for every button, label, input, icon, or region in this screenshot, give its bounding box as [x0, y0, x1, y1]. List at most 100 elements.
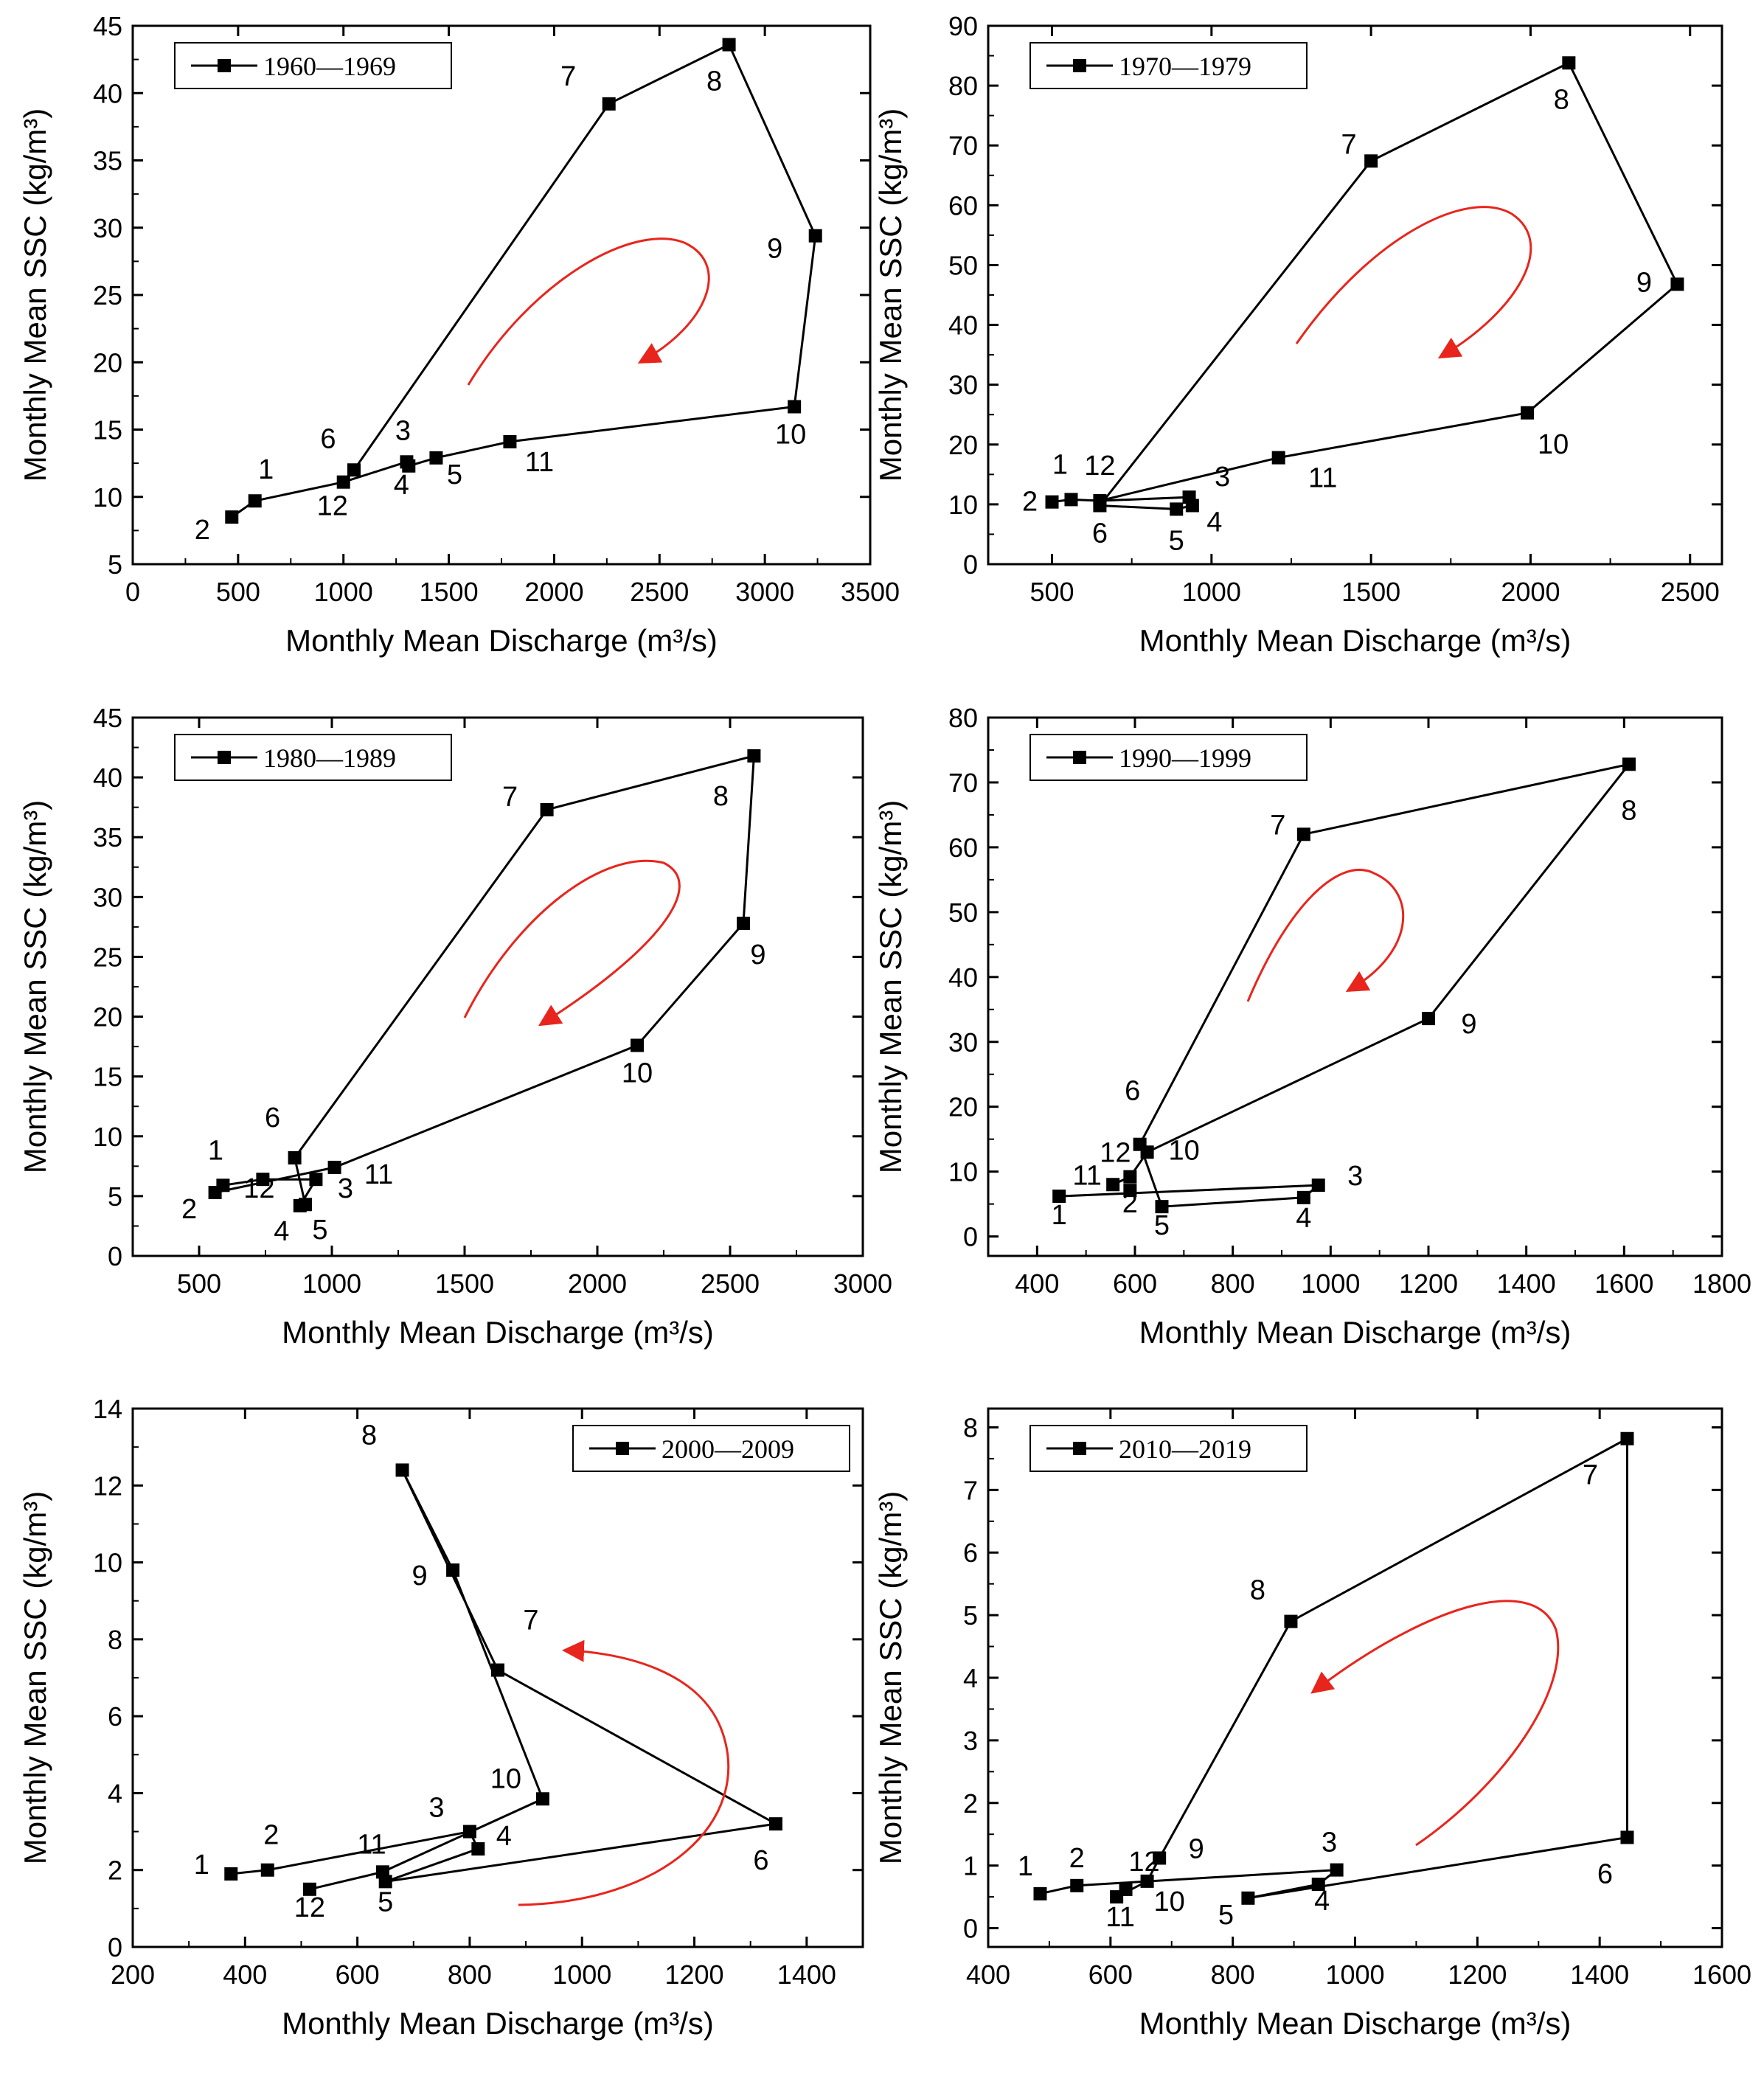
y-tick-label: 4	[108, 1778, 122, 1808]
month-label: 9	[750, 940, 765, 971]
data-point-month-12	[1093, 494, 1107, 508]
month-label: 9	[1189, 1833, 1204, 1864]
data-point-month-7	[602, 97, 616, 111]
x-tick-label: 2000	[568, 1268, 627, 1299]
data-point-month-12	[302, 1882, 316, 1896]
data-point-month-10	[788, 400, 802, 414]
x-tick-label: 1500	[420, 577, 479, 607]
data-point-month-3	[462, 1825, 476, 1839]
plot-frame	[131, 24, 872, 566]
data-point-month-12	[1123, 1170, 1137, 1184]
data-point-month-3	[1330, 1863, 1344, 1877]
x-tick-label: 3500	[841, 577, 900, 607]
y-tick-label: 0	[108, 1932, 122, 1962]
y-tick-label: 0	[963, 1914, 978, 1944]
x-tick-label: 1200	[664, 1959, 723, 1990]
month-label: 11	[1105, 1902, 1134, 1933]
month-label: 4	[394, 470, 409, 501]
y-tick-label: 45	[93, 11, 122, 41]
x-tick-label: 2500	[701, 1268, 760, 1299]
data-point-month-11	[327, 1160, 341, 1174]
y-tick-label: 0	[963, 549, 978, 580]
data-point-month-3	[309, 1173, 323, 1187]
y-tick-label: 12	[93, 1471, 122, 1501]
x-tick-label: 200	[111, 1959, 155, 1990]
y-tick-label: 60	[948, 833, 978, 863]
month-label: 7	[1270, 810, 1285, 841]
month-label: 5	[378, 1886, 393, 1917]
y-axis-title: Monthly Mean SSC (kg/m³)	[18, 1491, 52, 1864]
x-tick-label: 1600	[1594, 1268, 1653, 1299]
month-label: 8	[1621, 795, 1636, 826]
x-tick-label: 1000	[1301, 1268, 1360, 1299]
month-label: 8	[1250, 1575, 1265, 1606]
y-tick-label: 90	[948, 11, 978, 41]
legend-label: 1990—1999	[1119, 743, 1251, 773]
x-tick-label: 1400	[1497, 1268, 1556, 1299]
month-label: 7	[523, 1605, 538, 1636]
month-label: 1	[1052, 1200, 1067, 1231]
y-tick-label: 35	[93, 822, 122, 853]
legend-label: 1980—1989	[263, 743, 396, 773]
x-axis-title: Monthly Mean Discharge (m³/s)	[282, 1315, 714, 1350]
data-point-month-1	[1033, 1886, 1047, 1900]
data-point-month-5	[1170, 502, 1184, 516]
data-point-month-8	[1562, 56, 1576, 70]
data-point-month-9	[1153, 1851, 1167, 1865]
month-label: 1	[208, 1135, 223, 1166]
data-point-month-11	[503, 434, 517, 448]
y-tick-label: 40	[93, 78, 122, 108]
data-point-month-2	[1070, 1878, 1084, 1892]
month-label: 3	[395, 415, 411, 446]
month-label: 5	[1154, 1210, 1170, 1241]
month-label: 2	[1069, 1843, 1085, 1874]
y-tick-label: 40	[948, 310, 978, 341]
y-tick-label: 10	[948, 490, 978, 520]
y-tick-label: 15	[93, 415, 122, 445]
month-label: 2	[1122, 1188, 1138, 1219]
month-label: 6	[753, 1845, 768, 1876]
month-label: 10	[622, 1058, 653, 1089]
data-point-month-5	[429, 451, 443, 465]
data-point-month-2	[225, 510, 239, 524]
chart-panel-1: 0 500 1000 1500 2000 2500 3000 3500510152025303…	[18, 11, 900, 658]
data-point-month-1	[248, 494, 262, 508]
y-tick-label: 2	[963, 1788, 978, 1819]
month-label: 10	[1153, 1886, 1184, 1917]
data-point-month-10	[1140, 1874, 1154, 1888]
data-point-month-7	[1620, 1431, 1634, 1445]
y-tick-label: 8	[963, 1412, 978, 1443]
data-point-month-12	[256, 1173, 270, 1187]
data-point-month-11	[1106, 1178, 1120, 1192]
y-tick-label: 4	[963, 1663, 978, 1693]
y-tick-label: 10	[93, 1122, 122, 1152]
y-axis-title: Monthly Mean SSC (kg/m³)	[873, 1491, 908, 1864]
y-tick-label: 20	[93, 1002, 122, 1032]
x-tick-label: 3000	[735, 577, 794, 607]
x-tick-label: 400	[1015, 1268, 1059, 1299]
month-label: 1	[258, 454, 274, 485]
month-label: 10	[1538, 429, 1569, 460]
y-tick-label: 50	[948, 250, 978, 280]
month-label: 4	[1314, 1886, 1330, 1917]
y-tick-label: 3	[963, 1726, 978, 1756]
data-point-month-2	[1045, 495, 1059, 509]
data-point-month-1	[224, 1867, 238, 1881]
legend-label: 2000—2009	[662, 1434, 794, 1464]
data-point-month-7	[1296, 827, 1310, 841]
data-point-month-4	[1185, 499, 1199, 513]
month-label: 4	[1296, 1203, 1311, 1234]
legend-marker	[218, 751, 231, 764]
data-point-month-8	[722, 38, 736, 52]
month-label: 11	[357, 1829, 386, 1860]
y-tick-label: 70	[948, 131, 978, 161]
x-tick-label: 800	[1211, 1268, 1255, 1299]
month-label: 8	[361, 1420, 377, 1451]
data-point-month-8	[747, 749, 761, 763]
hysteresis-arrow	[467, 237, 710, 386]
x-tick-label: 600	[1088, 1959, 1133, 1990]
legend-label: 2010—2019	[1119, 1434, 1251, 1464]
x-tick-label: 2500	[630, 577, 689, 607]
y-tick-label: 30	[948, 1027, 978, 1058]
